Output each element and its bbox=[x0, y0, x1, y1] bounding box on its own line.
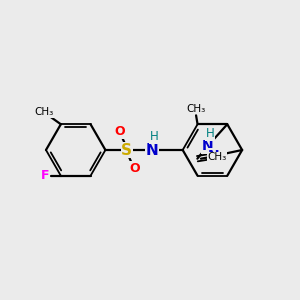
Text: H: H bbox=[206, 128, 215, 140]
Text: CH₃: CH₃ bbox=[207, 152, 226, 162]
Text: N: N bbox=[207, 149, 219, 163]
Text: N: N bbox=[202, 139, 213, 153]
Text: O: O bbox=[114, 125, 125, 138]
Text: S: S bbox=[121, 142, 132, 158]
Text: CH₃: CH₃ bbox=[35, 107, 54, 117]
Text: F: F bbox=[41, 169, 49, 182]
Text: N: N bbox=[146, 142, 158, 158]
Text: O: O bbox=[129, 162, 140, 175]
Text: H: H bbox=[149, 130, 158, 143]
Text: CH₃: CH₃ bbox=[186, 104, 206, 114]
